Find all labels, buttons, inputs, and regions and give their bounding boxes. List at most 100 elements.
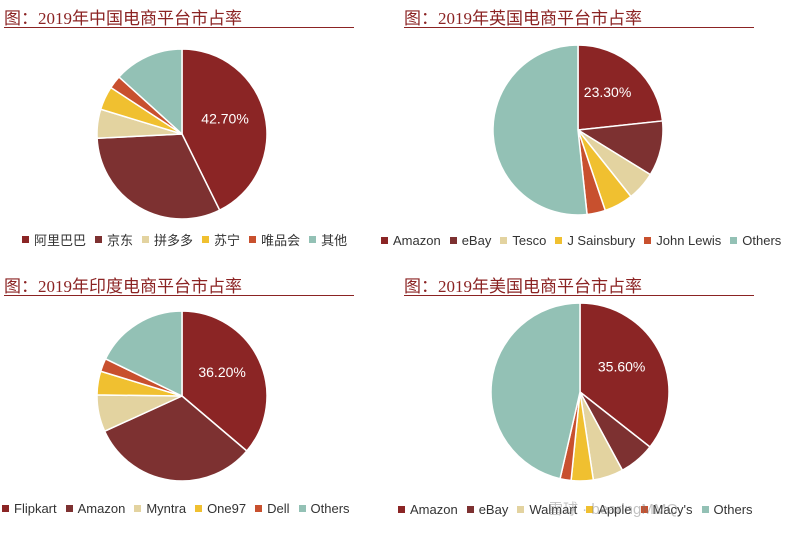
legend-item: John Lewis	[644, 233, 721, 248]
legend-swatch	[381, 237, 388, 244]
chart-legend: Amazon eBay Walmart Apple Macy's Others	[398, 502, 762, 517]
legend-swatch	[309, 236, 317, 243]
legend-label: 拼多多	[154, 233, 194, 248]
legend-swatch	[701, 506, 709, 513]
data-label: 23.30%	[584, 84, 631, 100]
data-label: 36.20%	[198, 364, 245, 380]
chart-legend: Flipkart Amazon Myntra One97 Dell Others	[2, 501, 359, 516]
legend-swatch	[95, 236, 103, 243]
legend-item: Apple	[586, 502, 632, 517]
legend-label: Dell	[267, 501, 290, 516]
legend-label: eBay	[461, 233, 492, 248]
legend-label: Others	[713, 502, 753, 517]
legend-item: 其他	[309, 230, 347, 249]
legend-swatch	[202, 236, 210, 243]
legend-swatch	[555, 237, 563, 244]
chart-panel-india: 图：2019年印度电商平台市占率 36.20% Flipkart Amazon My…	[0, 268, 390, 530]
pie-slice	[181, 48, 268, 212]
legend-item: 阿里巴巴	[22, 230, 86, 249]
legend-swatch	[298, 505, 306, 512]
pie-slice	[492, 44, 588, 216]
pie-slice	[181, 310, 268, 453]
legend-label: 苏宁	[214, 233, 241, 248]
pie-slice	[104, 310, 183, 398]
legend-item: One97	[195, 501, 246, 516]
legend-label: 其他	[321, 233, 348, 248]
legend-label: Flipkart	[14, 501, 57, 516]
title-divider	[404, 27, 754, 28]
title-divider	[4, 27, 354, 28]
legend-label: Myntra	[146, 501, 187, 516]
legend-item: Amazon	[381, 233, 441, 248]
title-divider	[4, 295, 354, 296]
legend-label: Walmart	[529, 502, 578, 517]
legend-item: eBay	[449, 233, 492, 248]
legend-item: eBay	[466, 502, 509, 517]
pie-slice	[117, 48, 183, 136]
chart-title: 图：2019年中国电商平台市占率	[4, 9, 242, 28]
chart-legend: Amazon eBay Tesco J Sainsbury John Lewis Othe…	[381, 233, 790, 248]
pie-chart-india: 36.20%	[96, 310, 268, 482]
chart-legend: 阿里巴巴 京东 拼多多 苏宁 唯品会 其他	[22, 230, 356, 249]
chart-panel-us: 图：2019年美国电商平台市占率 35.60% Amazon eBay Walmar…	[398, 268, 790, 530]
watermark: 雪球 · bearingMMQ	[548, 501, 679, 518]
legend-label: 唯品会	[261, 233, 301, 248]
legend-item: 唯品会	[249, 230, 300, 249]
data-label: 42.70%	[201, 111, 248, 127]
legend-item: Flipkart	[2, 501, 57, 516]
chart-title: 图：2019年英国电商平台市占率	[404, 9, 642, 28]
chart-panel-uk: 图：2019年英国电商平台市占率 23.30% Amazon eBay Tesco J…	[381, 0, 790, 262]
chart-title: 图：2019年印度电商平台市占率	[4, 277, 242, 296]
legend-item: Amazon	[398, 502, 458, 517]
legend-label: 京东	[107, 233, 134, 248]
legend-label: eBay	[478, 502, 509, 517]
legend-label: John Lewis	[656, 233, 722, 248]
legend-swatch	[644, 237, 652, 244]
pie-slice	[490, 302, 581, 480]
legend-label: Amazon	[410, 502, 458, 517]
legend-swatch	[466, 506, 474, 513]
pie-chart-uk: 23.30%	[492, 44, 664, 216]
legend-item: Others	[298, 501, 350, 516]
legend-item: Macy's	[640, 502, 693, 517]
legend-label: Others	[310, 501, 350, 516]
pie-slice	[577, 44, 664, 131]
legend-swatch	[640, 506, 648, 513]
legend-swatch	[22, 236, 29, 243]
legend-label: One97	[207, 501, 247, 516]
pie-chart-china: 42.70%	[96, 48, 268, 220]
legend-item: Tesco	[500, 233, 546, 248]
legend-item: Dell	[255, 501, 290, 516]
legend-swatch	[730, 237, 738, 244]
legend-swatch	[134, 505, 142, 512]
legend-item: Myntra	[134, 501, 186, 516]
legend-label: J Sainsbury	[567, 233, 636, 248]
pie-slice	[96, 133, 221, 220]
legend-item: Others	[730, 233, 781, 248]
legend-item: 拼多多	[142, 230, 193, 249]
legend-swatch	[249, 236, 257, 243]
pie-slice	[103, 395, 248, 482]
legend-swatch	[586, 506, 594, 513]
legend-swatch	[65, 505, 73, 512]
legend-label: 阿里巴巴	[34, 233, 87, 248]
pie-chart-us: 35.60%	[490, 302, 670, 482]
title-divider	[404, 295, 754, 296]
legend-swatch	[398, 506, 405, 513]
legend-swatch	[449, 237, 457, 244]
pie-slice	[579, 302, 670, 449]
legend-item: Walmart	[517, 502, 577, 517]
chart-title: 图：2019年美国电商平台市占率	[404, 277, 642, 296]
data-label: 35.60%	[598, 358, 645, 374]
legend-label: Apple	[598, 502, 632, 517]
legend-label: Tesco	[512, 233, 547, 248]
chart-panel-china: 图：2019年中国电商平台市占率 42.70% 阿里巴巴 京东 拼多多 苏宁 唯品会 其他	[0, 0, 390, 262]
legend-item: 苏宁	[202, 230, 240, 249]
legend-item: Others	[701, 502, 753, 517]
legend-swatch	[142, 236, 150, 243]
legend-label: Amazon	[77, 501, 126, 516]
legend-item: J Sainsbury	[555, 233, 635, 248]
legend-swatch	[500, 237, 508, 244]
legend-swatch	[517, 506, 525, 513]
legend-label: Others	[742, 233, 782, 248]
